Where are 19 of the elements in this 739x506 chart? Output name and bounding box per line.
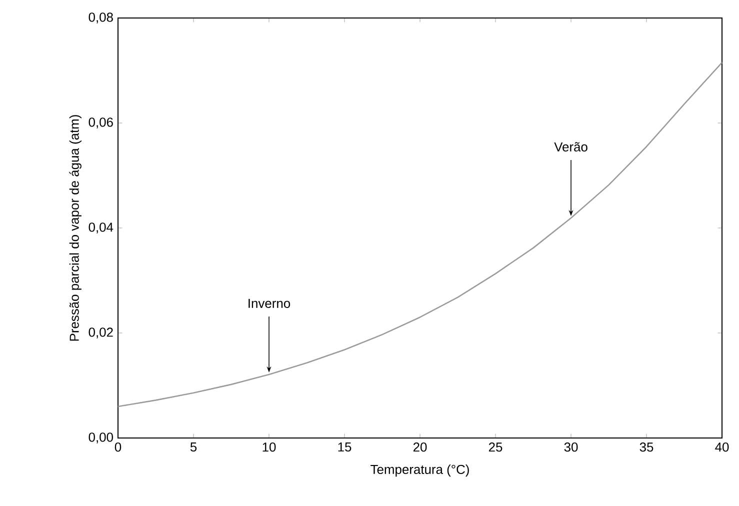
y-tick-label: 0,06 — [88, 118, 113, 128]
x-axis-title: Temperatura (°C) — [370, 464, 469, 477]
y-axis-title: Pressão parcial do vapor de água (atm) — [69, 115, 82, 341]
annotation: Inverno — [248, 298, 290, 308]
x-tick-label: 0 — [114, 442, 122, 452]
x-tick-label: 20 — [413, 442, 427, 452]
y-tick-label: 0,00 — [88, 432, 113, 444]
x-tick-label: 15 — [338, 442, 352, 452]
x-tick-label: 10 — [262, 442, 276, 452]
y-tick-label: 0,02 — [88, 328, 113, 338]
y-tick-label: 0,08 — [88, 12, 113, 24]
x-tick-label: 25 — [488, 442, 502, 452]
x-tick-label: 5 — [190, 442, 197, 452]
x-tick-label: 35 — [640, 442, 654, 452]
line-series — [117, 62, 723, 408]
x-tick-label: 40 — [715, 442, 729, 452]
annotation: Verão — [554, 142, 588, 152]
y-tick-label: 0,04 — [88, 222, 114, 234]
x-tick-label: 30 — [564, 442, 578, 452]
